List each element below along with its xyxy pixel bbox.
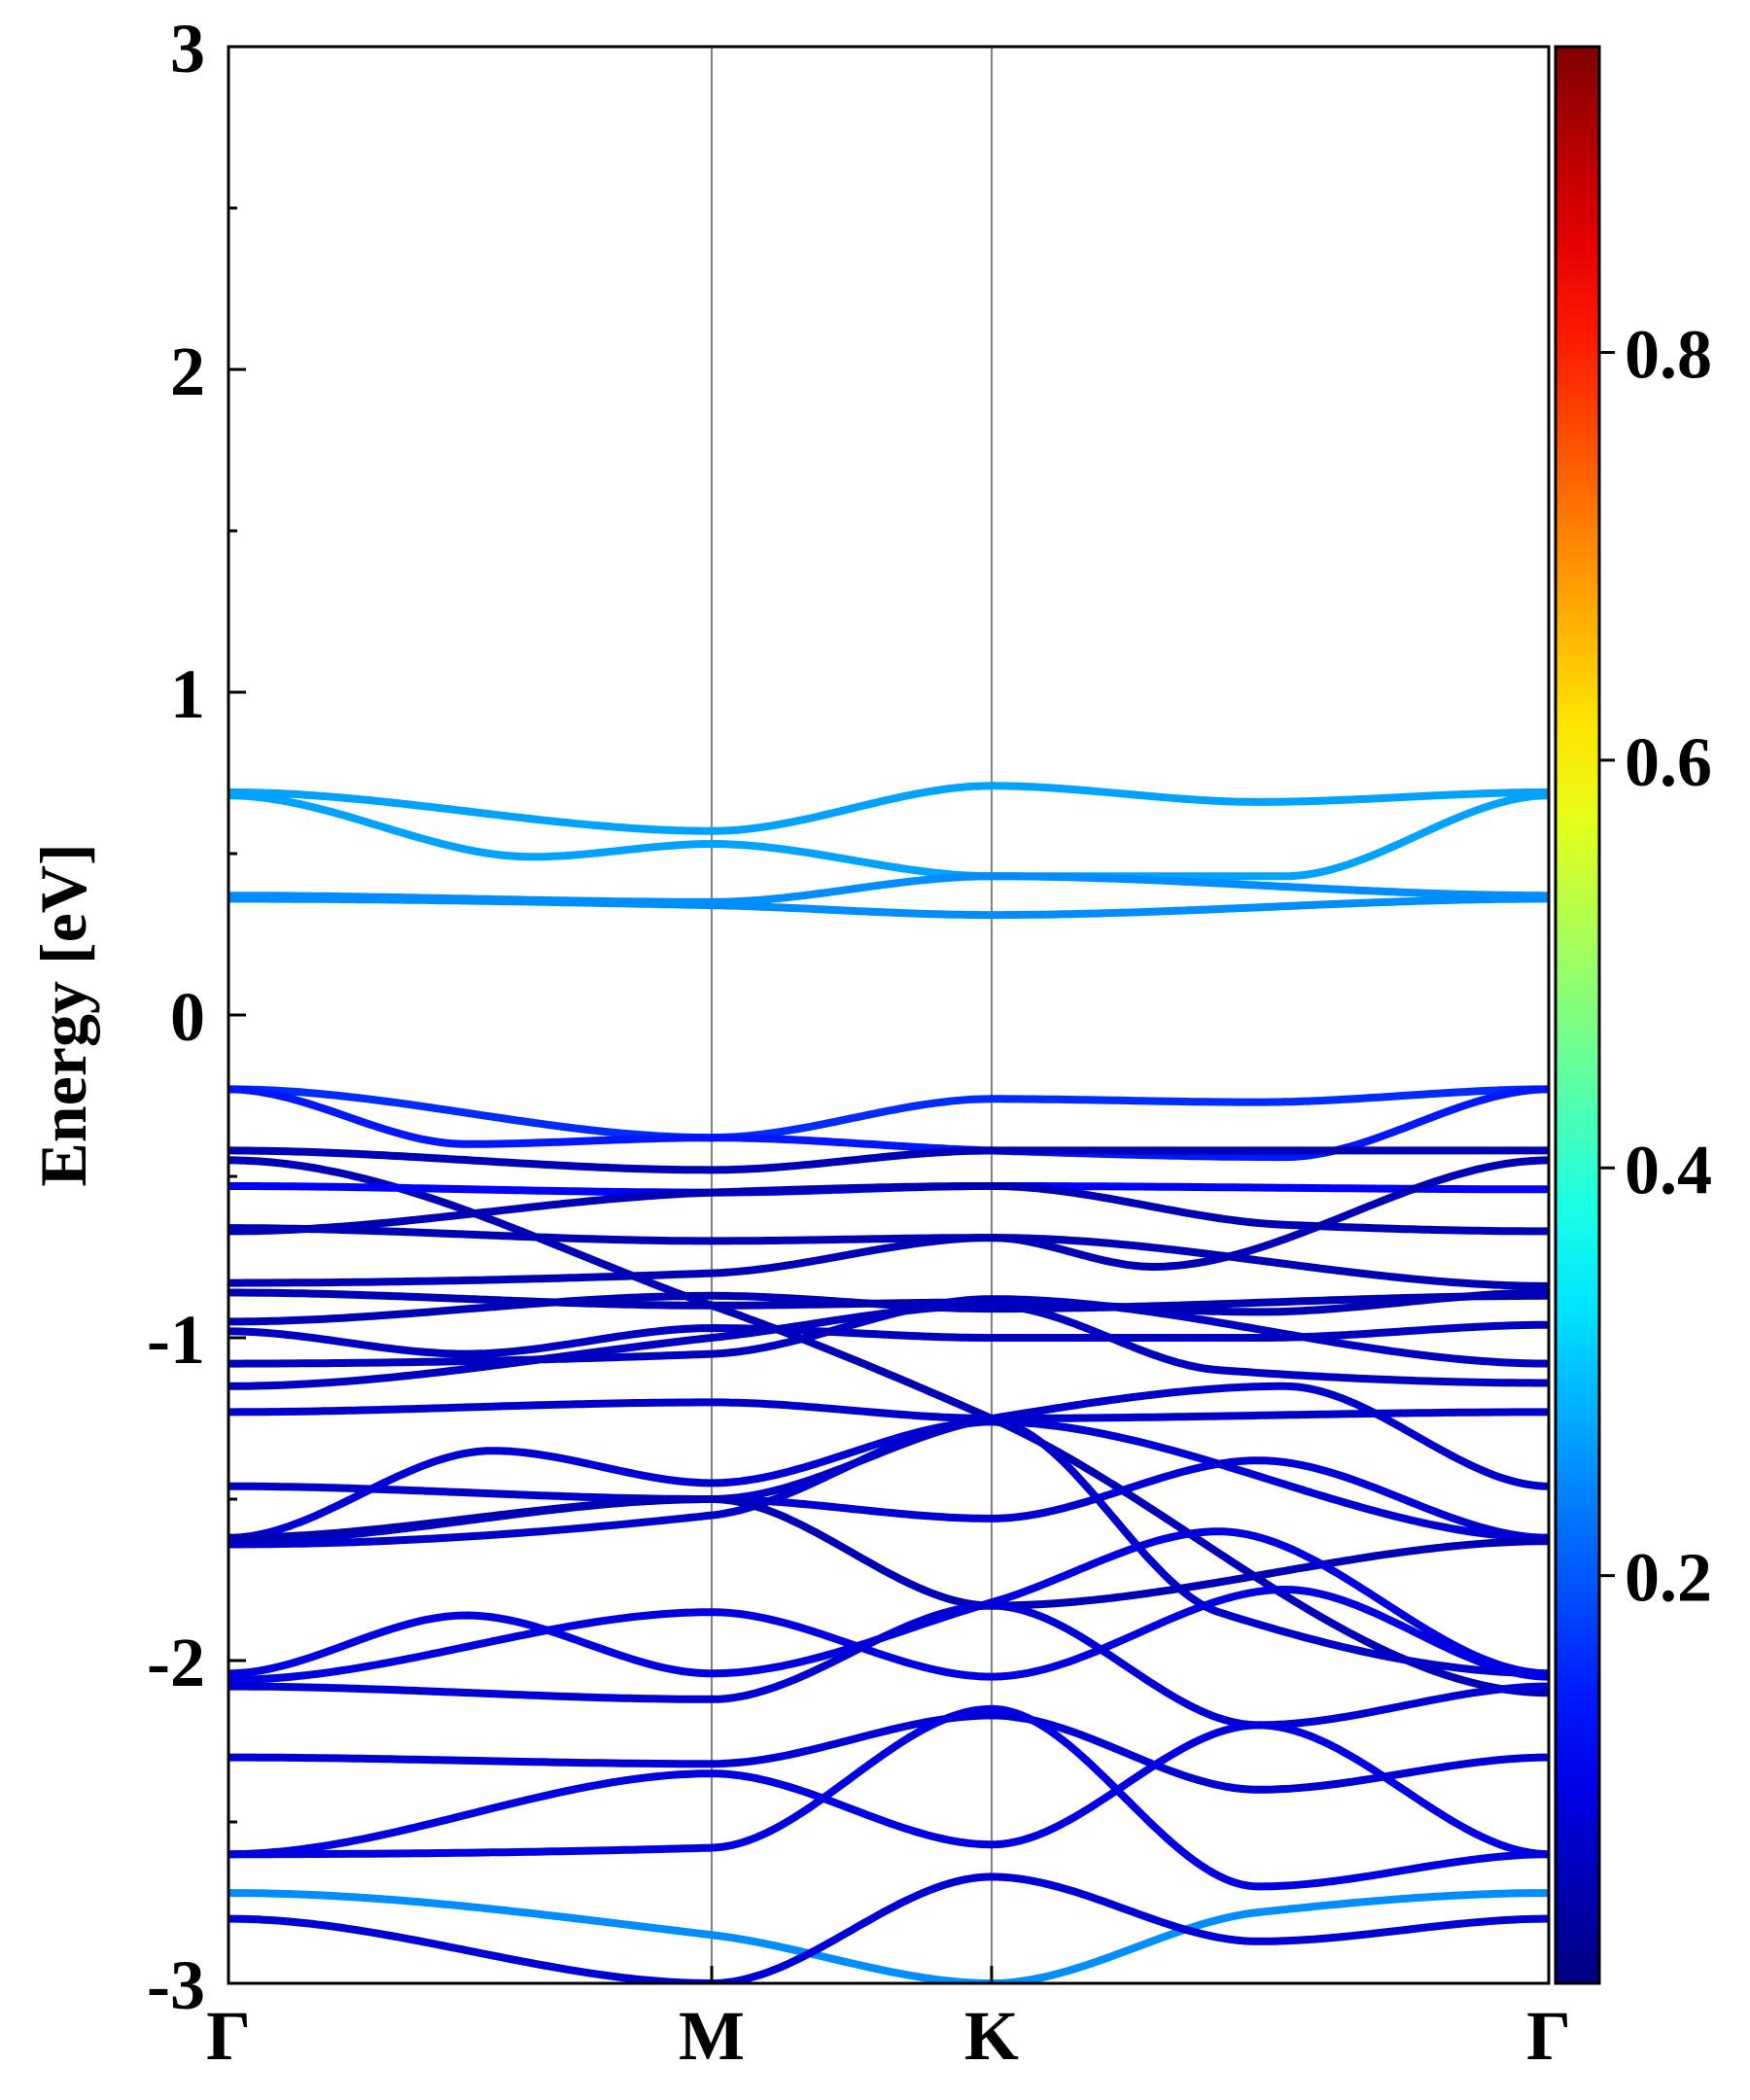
colorbar-tick-label: 0.6	[1625, 723, 1712, 801]
colorbar: 0.2 0.4 0.6 0.8	[1554, 45, 1712, 1985]
band-line-17	[228, 1301, 1549, 1390]
band-line-5	[228, 1085, 1549, 1142]
y-tick-label: -1	[147, 1301, 205, 1379]
y-tick-label: 1	[170, 655, 205, 733]
x-tick-label: Γ	[206, 1997, 251, 2075]
band-line-14	[228, 1291, 1549, 1326]
band-line-22	[228, 1418, 1549, 1678]
band-line-30	[228, 1889, 1549, 1983]
band-line-7	[228, 1146, 1549, 1174]
colorbar-tick-label: 0.8	[1625, 316, 1712, 394]
band-line-20	[228, 1418, 1549, 1542]
band-line-1	[228, 782, 1549, 835]
y-tick-label: -3	[147, 1946, 205, 2024]
band-line-18	[228, 1398, 1549, 1422]
colorbar-tick-label: 0.2	[1625, 1539, 1712, 1617]
y-tick-label: 0	[170, 978, 205, 1056]
band-line-28	[228, 1721, 1549, 1859]
band-line-2	[228, 791, 1549, 881]
y-tick-label: 2	[170, 332, 205, 410]
colorbar-gradient	[1554, 45, 1601, 1985]
plot-area: 3 2 1 0 -1 -2 -3 Γ M K Γ	[147, 10, 1571, 2075]
y-tick-label: 3	[170, 10, 205, 88]
colorbar-ticks: 0.2 0.4 0.6 0.8	[1599, 316, 1712, 1617]
band-line-11	[228, 1156, 1549, 1271]
band-line-4	[228, 894, 1549, 920]
band-line-26	[228, 1601, 1549, 1730]
y-axis-label: Energy [eV]	[26, 843, 100, 1186]
band-line-25	[228, 1586, 1549, 1684]
band-line-27	[228, 1711, 1549, 1794]
x-tick-label: M	[679, 1997, 745, 2075]
band-line-15	[228, 1320, 1549, 1358]
x-tick-label: Γ	[1526, 1997, 1571, 2075]
colorbar-tick-label: 0.4	[1625, 1131, 1712, 1208]
band-lines	[228, 782, 1549, 1983]
high-symmetry-lines	[711, 47, 993, 1983]
band-line-23	[228, 1495, 1549, 1610]
band-line-31	[228, 1872, 1549, 1983]
y-axis-ticks: 3 2 1 0 -1 -2 -3	[147, 10, 246, 2024]
band-line-12	[228, 1234, 1549, 1290]
band-line-8	[228, 1156, 1549, 1698]
band-line-29	[228, 1704, 1549, 1891]
x-tick-label: K	[964, 1997, 1019, 2075]
y-tick-label: -2	[147, 1624, 205, 1701]
